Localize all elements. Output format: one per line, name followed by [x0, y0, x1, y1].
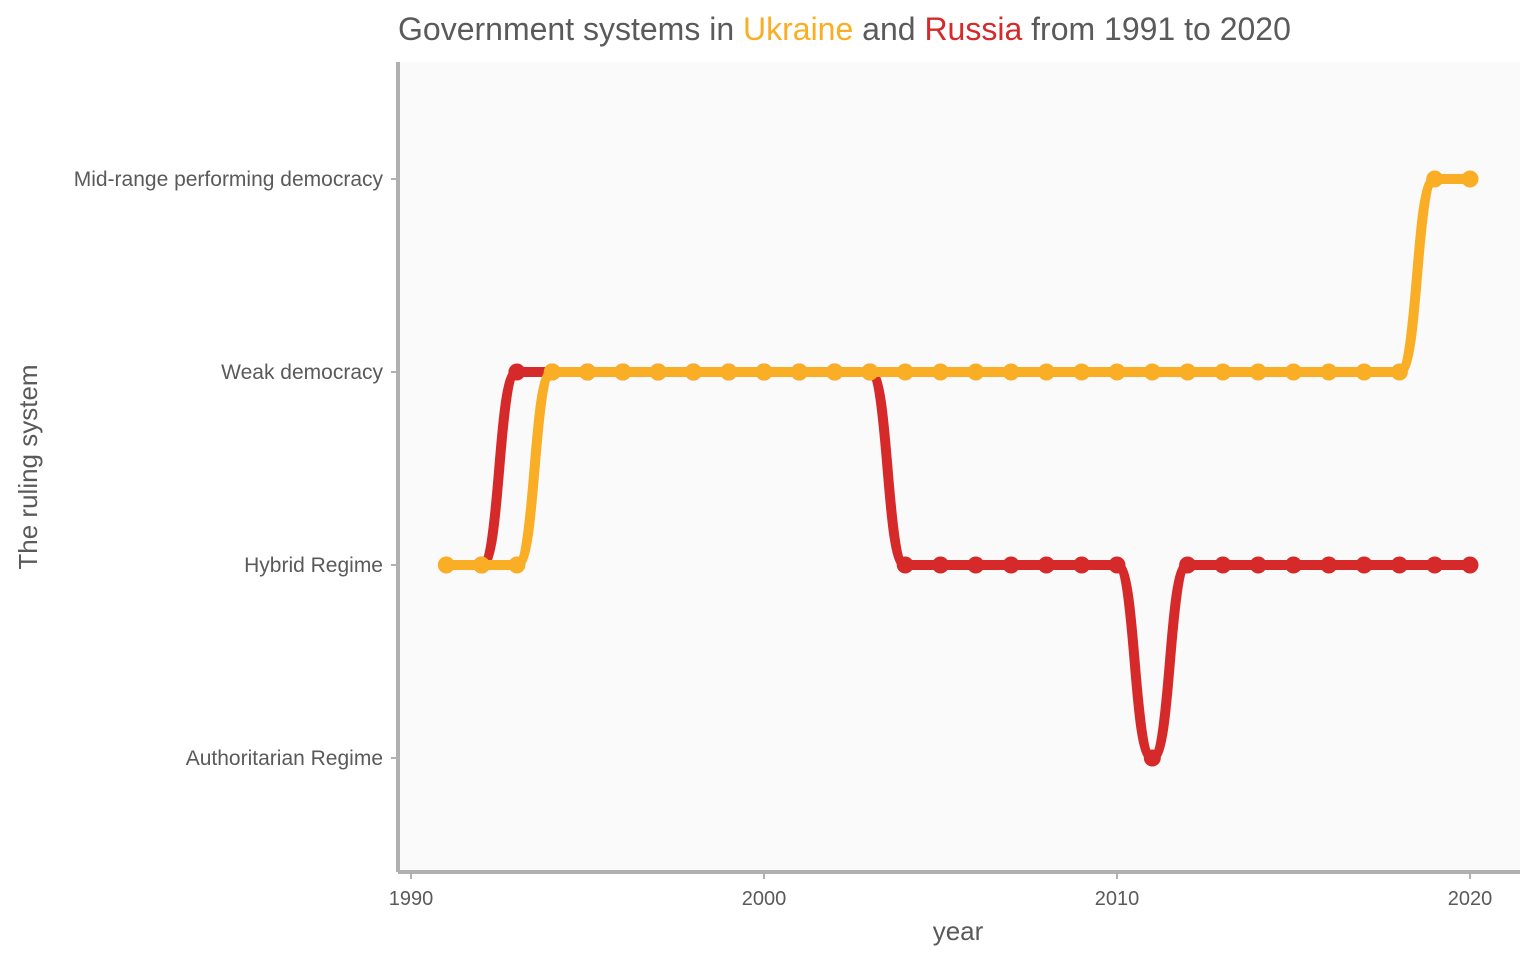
data-point-russia — [1355, 556, 1373, 574]
data-point-ukraine — [1002, 363, 1020, 381]
data-point-ukraine — [543, 363, 561, 381]
data-point-ukraine — [755, 363, 773, 381]
data-point-ukraine — [1285, 363, 1302, 381]
data-point-ukraine — [1073, 363, 1091, 381]
data-point-ukraine — [1426, 170, 1444, 188]
data-point-ukraine — [896, 363, 914, 381]
data-point-ukraine — [826, 363, 844, 381]
data-point-ukraine — [967, 363, 985, 381]
title-prefix: Government systems in — [398, 11, 743, 47]
y-tick-label: Mid-range performing democracy — [74, 168, 384, 191]
data-point-ukraine — [932, 363, 949, 381]
data-point-russia — [1037, 556, 1055, 574]
data-point-ukraine — [1108, 363, 1126, 381]
data-point-russia — [1179, 556, 1197, 574]
data-point-russia — [1214, 556, 1232, 574]
y-tick-label: Weak democracy — [221, 361, 383, 384]
data-point-ukraine — [473, 556, 491, 574]
y-tick-label: Authoritarian Regime — [186, 747, 383, 770]
data-point-russia — [1320, 556, 1338, 574]
data-point-ukraine — [1249, 363, 1267, 381]
data-point-ukraine — [720, 363, 738, 381]
x-tick-label: 2020 — [1448, 888, 1493, 910]
y-tick-label: Hybrid Regime — [244, 554, 383, 577]
data-point-ukraine — [861, 363, 879, 381]
data-point-ukraine — [437, 556, 455, 574]
data-point-russia — [1143, 749, 1161, 767]
x-axis-title: year — [933, 916, 984, 946]
series-layer — [437, 170, 1479, 767]
title-series-ukraine: Ukraine — [743, 11, 853, 47]
data-point-ukraine — [1320, 363, 1338, 381]
data-point-russia — [896, 556, 914, 574]
data-point-ukraine — [508, 556, 526, 574]
title-middle: and — [853, 11, 924, 47]
data-point-ukraine — [1179, 363, 1197, 381]
x-tick-label: 1990 — [389, 888, 434, 910]
data-point-ukraine — [1143, 363, 1161, 381]
data-point-ukraine — [1390, 363, 1408, 381]
data-point-ukraine — [684, 363, 702, 381]
title-suffix: from 1991 to 2020 — [1022, 11, 1291, 47]
data-point-ukraine — [1214, 363, 1232, 381]
series-ukraine — [437, 170, 1479, 574]
data-point-russia — [1461, 556, 1479, 574]
data-point-russia — [1002, 556, 1020, 574]
data-point-russia — [508, 363, 526, 381]
data-point-ukraine — [1461, 170, 1479, 188]
data-point-ukraine — [579, 363, 596, 381]
plot-panel — [398, 62, 1520, 872]
title-series-russia: Russia — [924, 11, 1022, 47]
series-line-ukraine — [441, 174, 1475, 570]
x-axis: 1990 2000 2010 2020 — [389, 870, 1520, 910]
data-point-russia — [1108, 556, 1126, 574]
y-axis: Authoritarian Regime Hybrid Regime Weak de… — [74, 62, 400, 872]
y-axis-title: The ruling system — [13, 364, 43, 569]
data-point-russia — [932, 556, 949, 574]
data-point-ukraine — [1037, 363, 1055, 381]
data-point-russia — [1073, 556, 1091, 574]
data-point-ukraine — [1355, 363, 1373, 381]
x-tick-label: 2010 — [1095, 888, 1140, 910]
data-point-russia — [1390, 556, 1408, 574]
data-point-russia — [967, 556, 985, 574]
data-point-russia — [1426, 556, 1444, 574]
x-tick-label: 2000 — [742, 888, 787, 910]
data-point-ukraine — [790, 363, 808, 381]
data-point-russia — [1249, 556, 1267, 574]
data-point-russia — [1285, 556, 1302, 574]
chart-title: Government systems in Ukraine and Russia… — [398, 11, 1291, 47]
data-point-ukraine — [614, 363, 632, 381]
data-point-ukraine — [649, 363, 667, 381]
